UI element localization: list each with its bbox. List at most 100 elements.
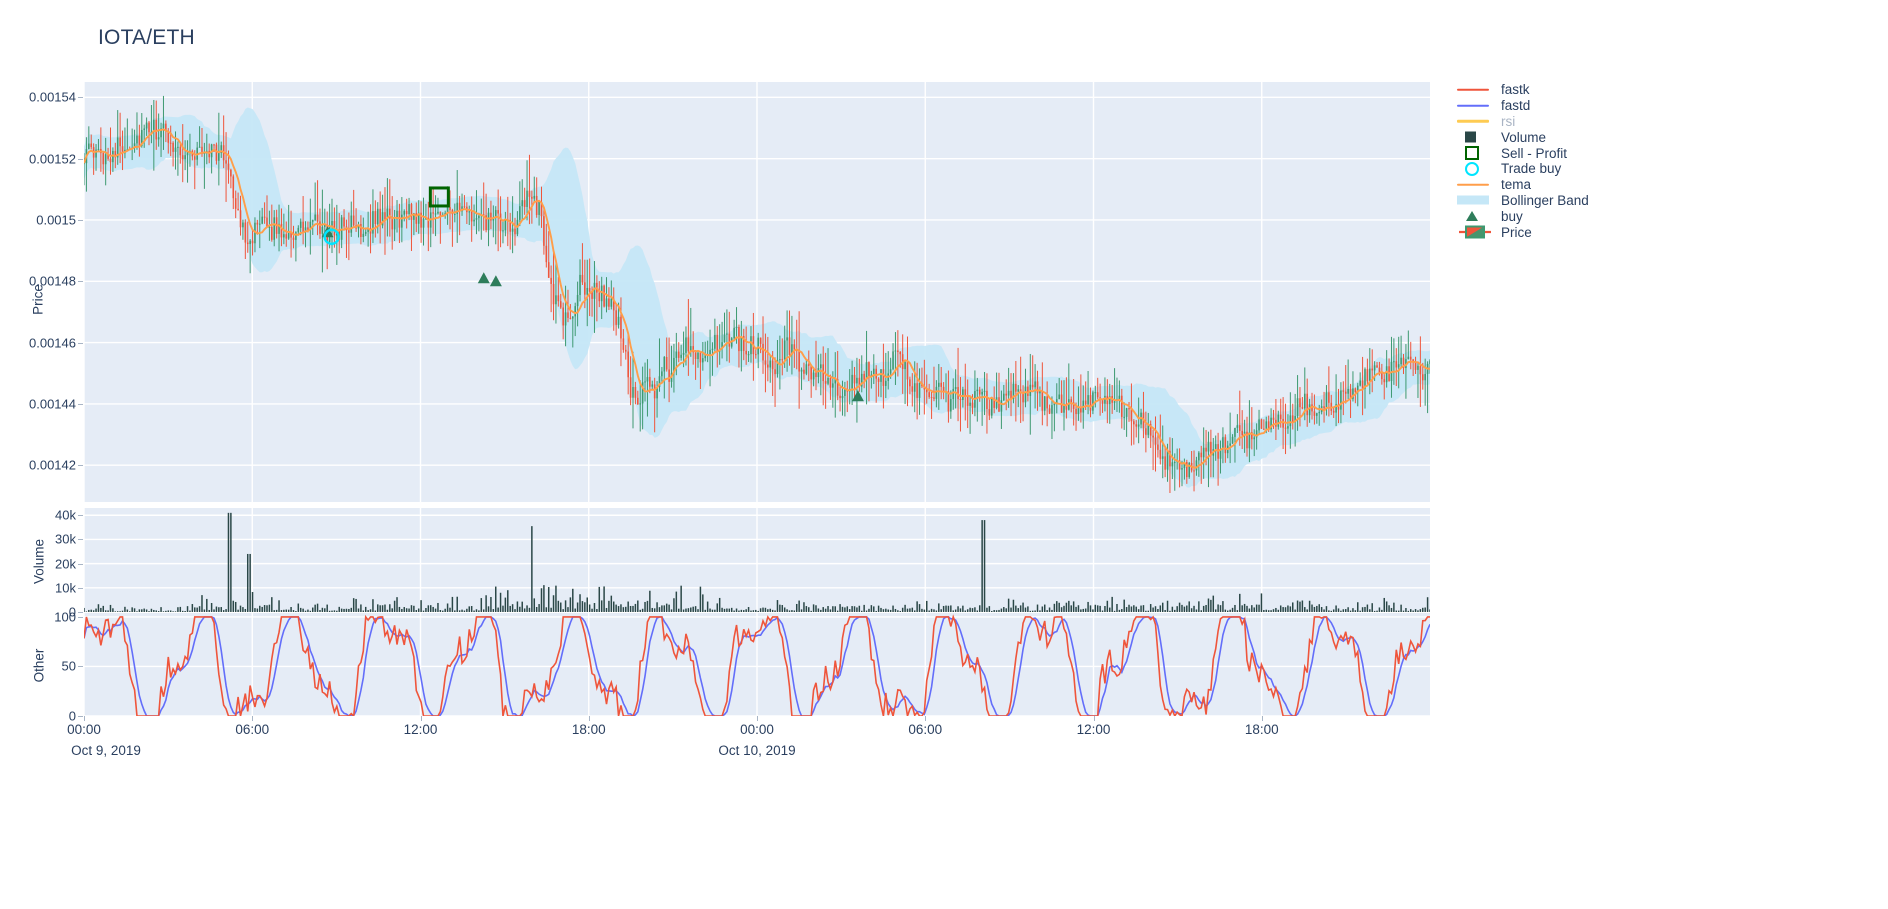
legend-band-icon — [1452, 193, 1494, 208]
legend-open-circle-swatch — [1465, 161, 1479, 176]
price-ytick-mark — [78, 465, 83, 467]
volume-ytick-mark — [78, 563, 83, 565]
price-ytick-mark — [78, 281, 83, 283]
legend-item-buy[interactable]: buy — [1452, 208, 1872, 224]
legend-item-label: Price — [1501, 224, 1532, 240]
chart-legend: fastk fastd rsi Volume Sell - Profit Trade bu… — [1452, 82, 1872, 240]
legend-item-trade-buy[interactable]: Trade buy — [1452, 161, 1872, 177]
x-axis-tick-mark — [925, 716, 927, 721]
legend-line-icon — [1452, 98, 1494, 113]
legend-line-swatch — [1457, 104, 1489, 107]
legend-item-label: rsi — [1501, 113, 1516, 129]
x-axis-group-label: Oct 9, 2019 — [71, 743, 141, 758]
x-axis-tick-label: 18:00 — [571, 722, 606, 737]
x-axis-tick-label: 00:00 — [67, 722, 101, 737]
other-ytick-mark — [78, 616, 83, 618]
legend-candlestick-icon — [1452, 225, 1494, 240]
volume-ytick-label: 10k — [55, 580, 76, 596]
legend-square-icon — [1452, 130, 1494, 145]
volume-plot-area — [84, 508, 1430, 612]
legend-item-label: fastd — [1501, 98, 1531, 114]
volume-ytick-label: 30k — [55, 531, 76, 547]
volume-ytick-label: 20k — [55, 556, 76, 572]
legend-band-swatch — [1457, 195, 1489, 205]
price-ytick-mark — [78, 403, 83, 405]
legend-line-icon — [1452, 177, 1494, 192]
x-axis-tick-mark — [757, 716, 758, 721]
x-axis-tick-label: 00:00 — [740, 722, 774, 737]
legend-triangle-icon — [1452, 209, 1494, 224]
x-axis-tick-mark — [1261, 716, 1263, 721]
x-axis-group-label: Oct 10, 2019 — [718, 743, 796, 758]
legend-item-label: buy — [1501, 208, 1523, 224]
legend-line-swatch — [1457, 120, 1489, 123]
volume-ytick-mark — [78, 539, 83, 541]
legend-line-icon — [1452, 82, 1494, 97]
legend-item-label: Volume — [1501, 129, 1547, 145]
legend-item-price[interactable]: Price — [1452, 224, 1872, 240]
price-ytick-label: 0.00154 — [29, 89, 76, 105]
x-axis-tick-label: 06:00 — [235, 722, 270, 737]
price-ytick-label: 0.00142 — [29, 457, 76, 473]
legend-item-fastd[interactable]: fastd — [1452, 98, 1872, 114]
price-ytick-mark — [78, 97, 83, 99]
other-ytick-label: 50 — [61, 658, 76, 674]
volume-ytick-mark — [78, 587, 83, 589]
legend-item-sell-profit[interactable]: Sell - Profit — [1452, 145, 1872, 161]
legend-item-volume[interactable]: Volume — [1452, 129, 1872, 145]
x-axis-tick-label: 12:00 — [1076, 722, 1111, 737]
x-axis-tick-mark — [420, 716, 422, 721]
volume-chart-svg — [84, 508, 1430, 612]
other-axis-title: Other — [31, 648, 47, 683]
volume-ytick-label: 0 — [68, 604, 76, 620]
price-chart-svg — [84, 82, 1430, 502]
legend-line-swatch — [1457, 183, 1489, 186]
legend-open-square-icon — [1452, 146, 1494, 161]
x-axis-tick-mark — [1093, 716, 1095, 721]
other-ytick-label: 100 — [54, 609, 76, 625]
price-ytick-label: 0.00152 — [29, 151, 76, 167]
legend-item-bollinger-band[interactable]: Bollinger Band — [1452, 193, 1872, 209]
legend-candlestick-swatch — [1458, 225, 1492, 240]
legend-item-tema[interactable]: tema — [1452, 177, 1872, 193]
legend-item-rsi[interactable]: rsi — [1452, 114, 1872, 130]
legend-item-label: tema — [1501, 177, 1532, 193]
volume-axis-title: Volume — [31, 538, 47, 585]
volume-ytick-mark — [78, 515, 83, 517]
legend-item-label: Trade buy — [1501, 161, 1562, 177]
price-ytick-mark — [78, 219, 83, 221]
other-ytick-label: 0 — [68, 708, 76, 724]
price-ytick-label: 0.00148 — [29, 273, 76, 289]
price-ytick-label: 0.0015 — [36, 212, 76, 228]
price-ytick-label: 0.00146 — [29, 335, 76, 351]
legend-open-square-swatch — [1465, 146, 1479, 161]
x-axis-tick-label: 12:00 — [403, 722, 438, 737]
x-axis-tick-mark — [588, 716, 590, 721]
legend-open-circle-icon — [1452, 161, 1494, 176]
other-plot-area — [84, 613, 1430, 716]
other-chart-svg — [84, 613, 1430, 716]
x-axis-tick-mark — [84, 716, 85, 721]
other-ytick-mark — [78, 666, 83, 668]
legend-item-fastk[interactable]: fastk — [1452, 82, 1872, 98]
page-title: IOTA/ETH — [98, 26, 195, 49]
legend-item-label: fastk — [1501, 82, 1530, 98]
price-plot-area — [84, 82, 1430, 502]
volume-ytick-mark — [78, 612, 83, 613]
legend-item-label: Sell - Profit — [1501, 145, 1568, 161]
price-axis-title: Price — [30, 284, 46, 315]
price-ytick-mark — [78, 342, 83, 344]
x-axis-tick-mark — [252, 716, 254, 721]
volume-ytick-label: 40k — [55, 507, 76, 523]
legend-triangle-swatch — [1466, 211, 1478, 222]
x-axis-tick-label: 06:00 — [908, 722, 943, 737]
price-ytick-mark — [78, 158, 83, 160]
legend-square-swatch — [1465, 131, 1476, 143]
price-ytick-label: 0.00144 — [29, 396, 76, 412]
other-ytick-mark — [78, 716, 83, 717]
legend-line-swatch — [1457, 88, 1489, 92]
legend-item-label: Bollinger Band — [1501, 192, 1589, 208]
legend-line-icon — [1452, 114, 1494, 129]
x-axis-tick-label: 18:00 — [1244, 722, 1279, 737]
